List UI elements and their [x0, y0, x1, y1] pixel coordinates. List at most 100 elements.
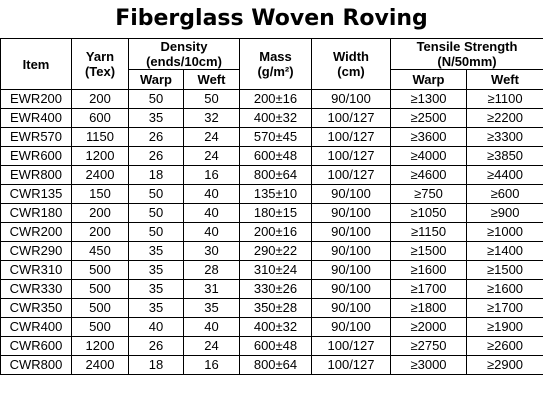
cell-density-warp: 26	[128, 336, 184, 356]
cell-width: 100/127	[311, 108, 391, 128]
table-row: EWR200 200 50 50 200±16 90/100 ≥1300 ≥1100	[0, 89, 543, 109]
cell-density-weft: 50	[183, 89, 240, 109]
cell-density-warp: 50	[128, 89, 184, 109]
cell-density-weft: 40	[183, 203, 240, 223]
table-row: EWR600 1200 26 24 600±48 100/127 ≥4000 ≥3850	[0, 146, 543, 166]
table-row: CWR290 450 35 30 290±22 90/100 ≥1500 ≥1400	[0, 241, 543, 261]
cell-item: CWR135	[0, 184, 72, 204]
page-title: Fiberglass Woven Roving	[115, 6, 428, 31]
cell-mass: 400±32	[239, 317, 312, 337]
cell-tensile-weft: ≥1000	[465, 222, 543, 242]
header-item: Item	[0, 38, 72, 90]
cell-yarn: 200	[71, 203, 129, 223]
table-body: EWR200 200 50 50 200±16 90/100 ≥1300 ≥1100 EWR40…	[0, 89, 543, 375]
cell-tensile-warp: ≥2500	[390, 108, 467, 128]
cell-tensile-warp: ≥2000	[390, 317, 467, 337]
cell-density-weft: 28	[183, 260, 240, 280]
cell-mass: 135±10	[239, 184, 312, 204]
cell-tensile-weft: ≥3300	[465, 127, 543, 147]
cell-item: CWR350	[0, 298, 72, 318]
cell-tensile-warp: ≥1700	[390, 279, 467, 299]
cell-mass: 290±22	[239, 241, 312, 261]
cell-density-warp: 40	[128, 317, 184, 337]
header-width-unit: (cm)	[337, 64, 365, 79]
table-row: CWR350 500 35 35 350±28 90/100 ≥1800 ≥1700	[0, 298, 543, 318]
header-tensile-unit: (N/50mm)	[437, 54, 497, 69]
cell-tensile-weft: ≥900	[465, 203, 543, 223]
cell-width: 90/100	[311, 203, 391, 223]
cell-tensile-weft: ≥2600	[465, 336, 543, 356]
cell-width: 90/100	[311, 222, 391, 242]
cell-item: CWR290	[0, 241, 72, 261]
table-row: CWR600 1200 26 24 600±48 100/127 ≥2750 ≥2600	[0, 336, 543, 356]
cell-width: 100/127	[311, 336, 391, 356]
cell-tensile-weft: ≥3850	[465, 146, 543, 166]
header-density-unit: (ends/10cm)	[146, 54, 222, 69]
cell-width: 100/127	[311, 127, 391, 147]
cell-yarn: 200	[71, 222, 129, 242]
cell-yarn: 1200	[71, 146, 129, 166]
cell-width: 100/127	[311, 165, 391, 185]
cell-item: CWR330	[0, 279, 72, 299]
cell-density-warp: 50	[128, 184, 184, 204]
cell-density-warp: 35	[128, 298, 184, 318]
cell-tensile-weft: ≥1100	[465, 89, 543, 109]
cell-tensile-warp: ≥3600	[390, 127, 467, 147]
cell-tensile-weft: ≥1700	[465, 298, 543, 318]
cell-density-weft: 24	[183, 146, 240, 166]
cell-mass: 200±16	[239, 89, 312, 109]
header-tensile-warp: Warp	[390, 69, 467, 90]
cell-yarn: 500	[71, 298, 129, 318]
cell-density-weft: 30	[183, 241, 240, 261]
cell-tensile-weft: ≥1900	[465, 317, 543, 337]
header-density-weft: Weft	[183, 69, 240, 90]
cell-tensile-weft: ≥600	[465, 184, 543, 204]
header-tensile: Tensile Strength (N/50mm)	[389, 38, 543, 70]
cell-density-warp: 50	[128, 203, 184, 223]
cell-tensile-warp: ≥1150	[390, 222, 467, 242]
cell-tensile-warp: ≥1300	[390, 89, 467, 109]
cell-item: CWR400	[0, 317, 72, 337]
cell-item: EWR800	[0, 165, 72, 185]
cell-width: 90/100	[311, 298, 391, 318]
cell-mass: 200±16	[239, 222, 312, 242]
cell-width: 90/100	[311, 89, 391, 109]
cell-item: CWR800	[0, 355, 72, 375]
cell-width: 90/100	[311, 241, 391, 261]
cell-mass: 800±64	[239, 355, 312, 375]
cell-density-weft: 16	[183, 165, 240, 185]
cell-density-weft: 40	[183, 184, 240, 204]
cell-item: CWR180	[0, 203, 72, 223]
cell-density-warp: 35	[128, 279, 184, 299]
cell-item: EWR600	[0, 146, 72, 166]
cell-tensile-weft: ≥1400	[465, 241, 543, 261]
cell-mass: 350±28	[239, 298, 312, 318]
cell-density-warp: 18	[128, 165, 184, 185]
header-yarn-unit: (Tex)	[84, 64, 116, 79]
cell-density-weft: 31	[183, 279, 240, 299]
header-yarn: Yarn (Tex)	[71, 38, 129, 90]
cell-width: 100/127	[311, 146, 391, 166]
cell-tensile-weft: ≥2900	[465, 355, 543, 375]
cell-density-weft: 16	[183, 355, 240, 375]
spec-table: Item Yarn (Tex) Density (ends/10cm) Mass…	[0, 38, 543, 375]
table-row: CWR310 500 35 28 310±24 90/100 ≥1600 ≥1500	[0, 260, 543, 280]
cell-yarn: 500	[71, 317, 129, 337]
cell-density-warp: 50	[128, 222, 184, 242]
cell-width: 90/100	[311, 317, 391, 337]
cell-tensile-warp: ≥1600	[390, 260, 467, 280]
cell-mass: 330±26	[239, 279, 312, 299]
cell-tensile-warp: ≥4000	[390, 146, 467, 166]
table-row: CWR400 500 40 40 400±32 90/100 ≥2000 ≥1900	[0, 317, 543, 337]
cell-width: 100/127	[311, 355, 391, 375]
cell-item: EWR400	[0, 108, 72, 128]
cell-mass: 180±15	[239, 203, 312, 223]
header-width-label: Width	[333, 49, 369, 64]
cell-tensile-weft: ≥1600	[465, 279, 543, 299]
cell-density-weft: 40	[183, 222, 240, 242]
cell-density-weft: 32	[183, 108, 240, 128]
cell-density-warp: 35	[128, 260, 184, 280]
table-row: EWR400 600 35 32 400±32 100/127 ≥2500 ≥2200	[0, 108, 543, 128]
cell-density-warp: 35	[128, 241, 184, 261]
